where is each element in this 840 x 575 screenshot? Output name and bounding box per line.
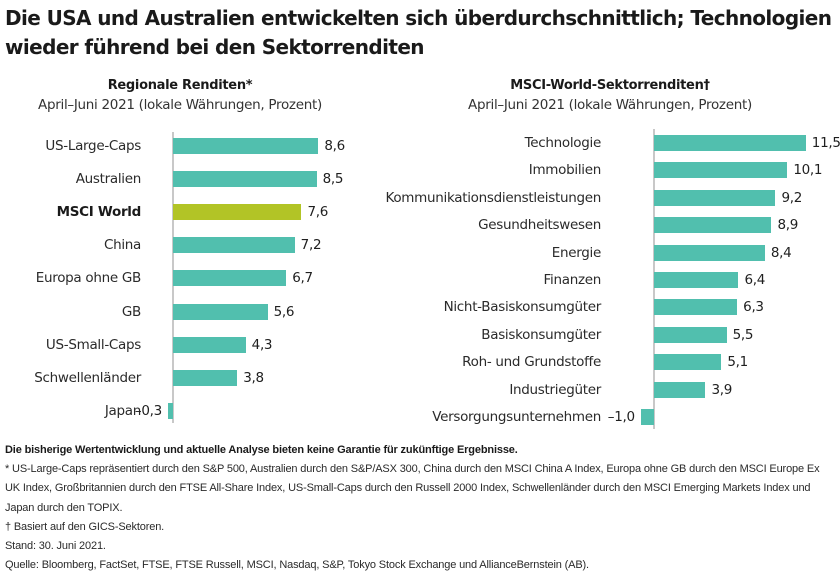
footnote-dagger: † Basiert auf den GICS-Sektoren.	[5, 520, 165, 533]
value-label: 3,8	[243, 369, 264, 386]
bar	[173, 270, 287, 287]
bar-row: Gesundheitswesen 8,9	[0, 215, 840, 235]
value-label: 7,6	[307, 204, 329, 221]
value-label: –1,0	[607, 409, 635, 425]
bar-row: MSCI World 7,6	[0, 202, 840, 222]
category-label: China	[103, 237, 141, 254]
bar	[654, 354, 722, 371]
bar-row: Immobilien 10,1	[0, 160, 840, 180]
left-chart-title: Regionale Renditen*	[107, 78, 253, 93]
bar	[167, 402, 173, 419]
value-label: 8,9	[777, 217, 799, 234]
as-of-date: Stand: 30. Juni 2021.	[5, 540, 106, 553]
category-label: Europa ohne GB	[35, 270, 142, 287]
category-label: US-Large-Caps	[45, 138, 141, 154]
value-label: 5,6	[273, 303, 295, 320]
category-label: Gesundheitswesen	[478, 217, 601, 234]
bar	[173, 369, 238, 386]
category-label: Technologie	[524, 135, 602, 151]
bar-row: Industriegüter 3,9	[0, 380, 840, 400]
bar	[173, 204, 302, 221]
bar-row: GB 5,6	[0, 302, 840, 322]
bar	[640, 409, 654, 425]
chart-title: Die USA und Australien entwickelten sich…	[5, 6, 832, 59]
category-label: GB	[121, 303, 141, 320]
value-label: 6,4	[744, 272, 766, 288]
category-label: Japan	[104, 402, 141, 419]
bar	[173, 336, 246, 353]
value-label: 4,3	[251, 336, 273, 353]
bar-row: Nicht-Basiskonsumgüter 6,3	[0, 297, 840, 317]
right-chart-subtitle: April–Juni 2021 (lokale Währungen, Proze…	[468, 97, 752, 113]
bar-row: Versorgungsunternehmen –1,0	[0, 407, 840, 427]
value-label: 10,1	[793, 162, 823, 179]
category-label: Kommunikationsdienstleistungen	[385, 189, 601, 206]
bar	[654, 162, 788, 179]
bar	[173, 303, 268, 320]
category-label: Energie	[551, 244, 602, 261]
bar-row: Technologie 11,5	[0, 133, 840, 153]
bar-row: Japan –0,3	[0, 401, 840, 421]
category-label: MSCI World	[56, 204, 142, 221]
value-label: 11,5	[811, 135, 840, 151]
category-label: Australien	[75, 171, 142, 188]
bar	[173, 237, 295, 254]
category-label: Nicht-Basiskonsumgüter	[443, 299, 602, 316]
value-label: 5,5	[732, 326, 754, 343]
left-chart-subtitle: April–Juni 2021 (lokale Währungen, Proze…	[38, 97, 322, 113]
bar-row: Roh- und Grundstoffe 5,1	[0, 352, 840, 372]
footnotes: Die bisherige Wertentwicklung und aktuel…	[5, 441, 837, 575]
value-label: 8,6	[324, 138, 345, 154]
value-label: 9,2	[781, 189, 803, 206]
category-label: Industriegüter	[509, 381, 601, 398]
value-label: 8,5	[322, 171, 344, 188]
category-label: US-Small-Caps	[45, 336, 141, 353]
bar	[654, 326, 727, 343]
value-label: –0,3	[134, 402, 162, 419]
bar-row: Finanzen 6,4	[0, 270, 840, 290]
bar-row: Europa ohne GB 6,7	[0, 268, 840, 288]
source: Quelle: Bloomberg, FactSet, FTSE, FTSE R…	[5, 559, 589, 572]
footnote-star: * US-Large-Caps repräsentiert durch den …	[5, 463, 820, 514]
value-label: 6,7	[292, 270, 313, 287]
bar	[654, 244, 765, 261]
right-chart-title: MSCI-World-Sektorrenditen†	[510, 78, 710, 93]
value-label: 7,2	[300, 237, 322, 254]
category-label: Versorgungsunternehmen	[432, 409, 601, 425]
bar	[654, 299, 738, 316]
bar	[654, 189, 776, 206]
bar	[654, 135, 806, 151]
value-label: 5,1	[727, 354, 748, 371]
bar-row: Australien 8,5	[0, 169, 840, 189]
bar	[654, 217, 772, 234]
value-label: 6,3	[743, 299, 764, 316]
bar-row: Basiskonsumgüter 5,5	[0, 325, 840, 345]
category-label: Schwellenländer	[34, 369, 141, 386]
bar-row: Kommunikationsdienstleistungen 9,2	[0, 188, 840, 208]
value-label: 8,4	[770, 244, 792, 261]
category-label: Immobilien	[528, 162, 602, 179]
bar	[654, 381, 706, 398]
category-label: Finanzen	[543, 272, 602, 288]
bar	[173, 171, 317, 188]
bar	[654, 272, 739, 288]
bar-row: US-Small-Caps 4,3	[0, 335, 840, 355]
bar-row: China 7,2	[0, 235, 840, 255]
value-label: 3,9	[711, 381, 733, 398]
bar-row: Energie 8,4	[0, 243, 840, 263]
disclaimer: Die bisherige Wertentwicklung und aktuel…	[5, 444, 518, 456]
bar-row: Schwellenländer 3,8	[0, 368, 840, 388]
category-label: Basiskonsumgüter	[481, 326, 601, 343]
category-label: Roh- und Grundstoffe	[462, 354, 601, 371]
bar-row: US-Large-Caps 8,6	[0, 136, 840, 156]
bar	[173, 138, 319, 154]
